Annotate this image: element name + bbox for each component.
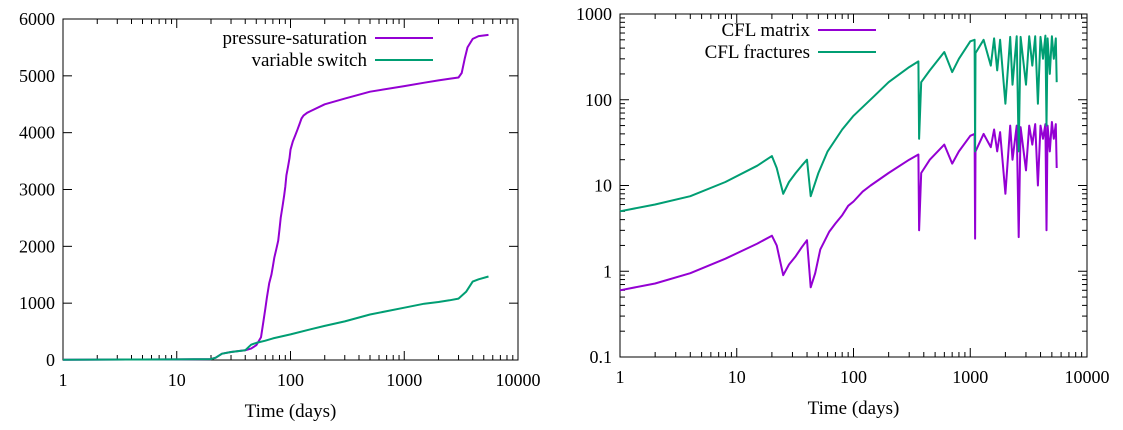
chart-2-y-tick-label: 1 (603, 261, 612, 281)
chart-2-x-tick-label: 100 (840, 367, 867, 387)
chart-2-y-tick-label: 0.1 (590, 347, 613, 367)
chart-1-x-tick-label: 10 (168, 370, 186, 390)
chart-2-y-tick-label: 1000 (576, 4, 612, 24)
chart-2-x-tick-label: 10 (728, 367, 746, 387)
chart-1-y-tick-label: 4000 (19, 123, 55, 143)
chart-1-legend-label: pressure-saturation (222, 28, 367, 49)
chart-1-y-tick-label: 2000 (19, 236, 55, 256)
chart-1-series-line-pressure-saturation (62, 33, 489, 361)
chart-2-legend-label: CFL fractures (705, 42, 810, 63)
chart-2-series-line-cfl-matrix (619, 121, 1058, 292)
chart-1-series-line-variable-switch (62, 275, 489, 361)
chart-1-y-tick-label: 1000 (19, 293, 55, 313)
chart-1-x-axis-label: Time (days) (245, 401, 337, 422)
chart-2-series-line-cfl-fractures (619, 34, 1058, 213)
chart-2-x-axis-label: Time (days) (808, 398, 900, 419)
chart-1-x-tick-label: 10000 (496, 370, 541, 390)
chart-1-x-tick-label: 100 (277, 370, 304, 390)
chart-2-x-tick-label: 1000 (952, 367, 988, 387)
chart-2-y-tick-label: 10 (594, 176, 612, 196)
chart-1-y-tick-label: 3000 (19, 180, 55, 200)
chart-2-legend-label: CFL matrix (722, 20, 811, 41)
chart-2-x-tick-label: 1 (616, 367, 625, 387)
chart-2-x-tick-label: 10000 (1065, 367, 1110, 387)
chart-1-y-tick-label: 6000 (19, 9, 55, 29)
chart-1-legend-label: variable switch (251, 50, 367, 71)
chart-2-y-tick-label: 100 (585, 90, 612, 110)
chart-1-x-tick-label: 1 (59, 370, 68, 390)
chart-1-x-tick-label: 1000 (386, 370, 422, 390)
chart-1-y-tick-label: 5000 (19, 66, 55, 86)
chart-1-y-tick-label: 0 (46, 350, 55, 370)
